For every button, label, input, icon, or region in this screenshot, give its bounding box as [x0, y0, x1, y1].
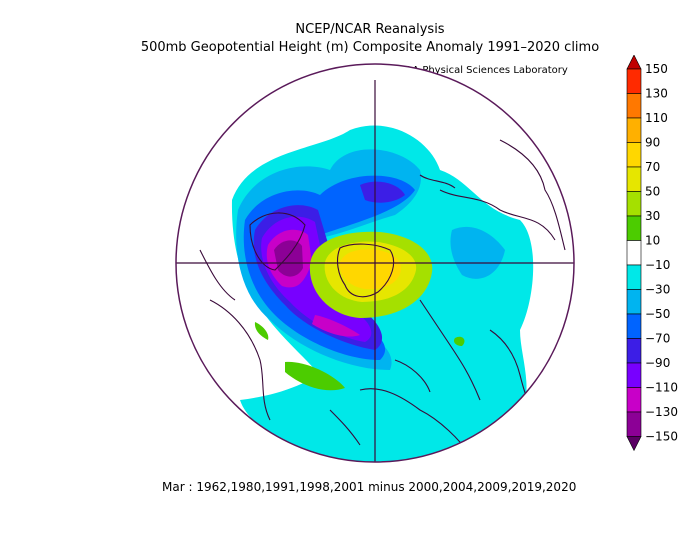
- credit-label: NOAA Physical Sciences Laboratory: [390, 65, 568, 76]
- colorbar-segment: [626, 362, 642, 388]
- colorbar-arrow-top: [626, 55, 642, 70]
- coastlines: [199, 139, 566, 456]
- colorbar-tick-label: 70: [645, 160, 660, 174]
- polar-stereographic-map: [175, 63, 575, 463]
- colorbar-tick-label: 30: [645, 209, 660, 223]
- colorbar-tick-label: 110: [645, 111, 668, 125]
- colorbar-segment: [626, 93, 642, 119]
- colorbar-tick-label: 50: [645, 185, 660, 199]
- colorbar: 150 130 110 90 70 50 30 10 −10 −30 −50 −70 −90 −110 −1…: [626, 55, 678, 452]
- colorbar-tick-label: −30: [645, 283, 670, 297]
- colorbar-arrow-bottom: [626, 436, 642, 452]
- colorbar-segment: [626, 68, 642, 94]
- colorbar-segment: [626, 264, 642, 290]
- colorbar-segment: [626, 387, 642, 413]
- colorbar-tick-label: 10: [645, 234, 660, 248]
- chart-title: NCEP/NCAR Reanalysis: [295, 22, 445, 37]
- colorbar-segment: [626, 191, 642, 217]
- map-boundary-circle: [175, 63, 575, 463]
- colorbar-segment: [626, 166, 642, 192]
- chart-subtitle: 500mb Geopotential Height (m) Composite …: [140, 40, 600, 55]
- colorbar-tick-label: −50: [645, 307, 670, 321]
- colorbar-segment: [626, 240, 642, 266]
- footer-caption: Mar : 1962,1980,1991,1998,2001 minus 200…: [162, 480, 577, 494]
- colorbar-segment: [626, 117, 642, 143]
- colorbar-tick-label: −70: [645, 332, 670, 346]
- colorbar-tick-label: −110: [645, 381, 678, 395]
- colorbar-tick-label: −90: [645, 356, 670, 370]
- colorbar-tick-label: 150: [645, 62, 668, 76]
- colorbar-segment: [626, 142, 642, 168]
- colorbar-segment: [626, 215, 642, 241]
- colorbar-tick-label: 130: [645, 87, 668, 101]
- colorbar-tick-label: −130: [645, 405, 678, 419]
- colorbar-segment: [626, 289, 642, 315]
- colorbar-tick-label: −150: [645, 430, 678, 444]
- colorbar-tick-label: 90: [645, 136, 660, 150]
- colorbar-tick-label: −10: [645, 258, 670, 272]
- colorbar-segment: [626, 338, 642, 364]
- colorbar-segment: [626, 411, 642, 437]
- colorbar-segment: [626, 313, 642, 339]
